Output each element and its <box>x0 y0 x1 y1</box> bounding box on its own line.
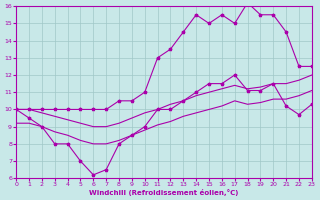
X-axis label: Windchill (Refroidissement éolien,°C): Windchill (Refroidissement éolien,°C) <box>89 189 239 196</box>
